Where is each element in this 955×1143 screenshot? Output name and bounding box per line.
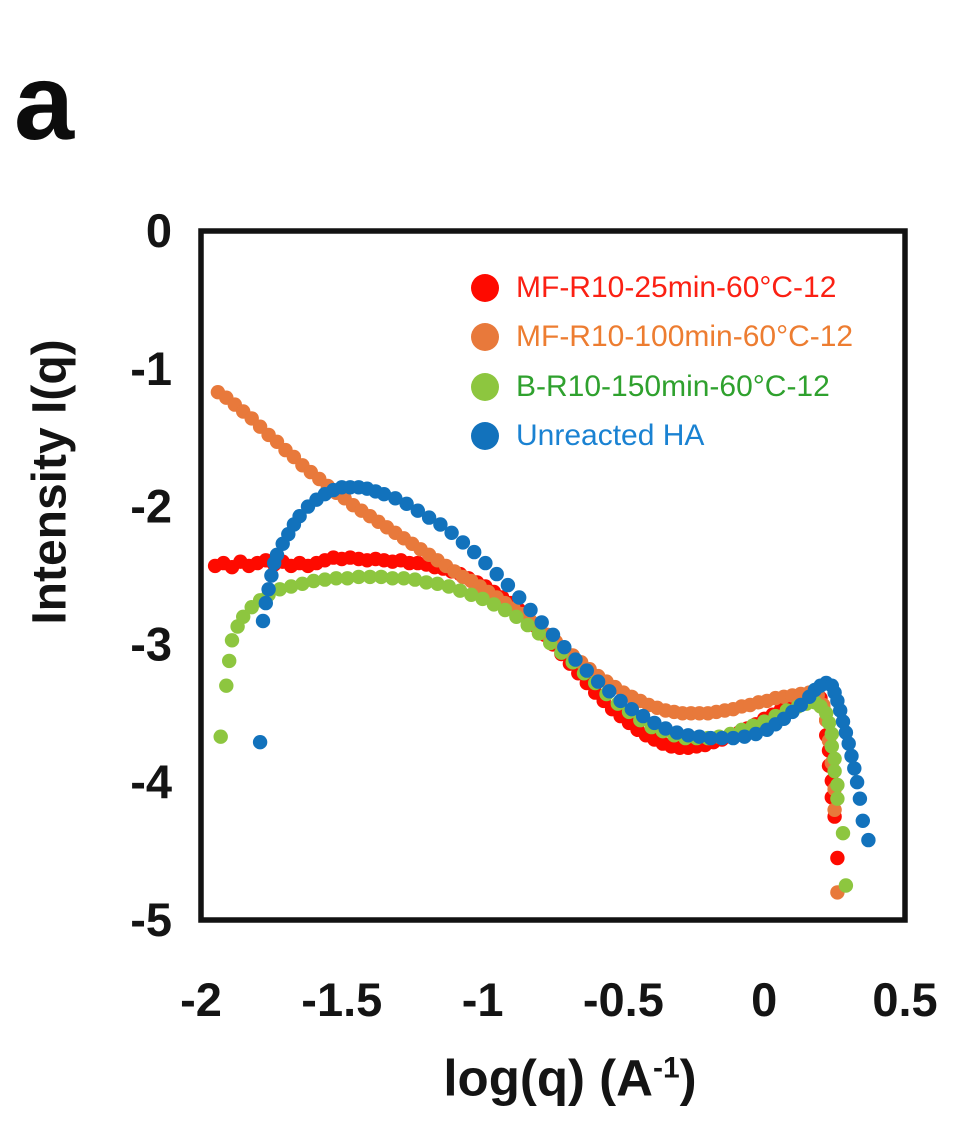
x-tick-label: 0.5 <box>872 973 937 1026</box>
series-points-2 <box>210 385 845 900</box>
y-tick-label: -1 <box>130 342 172 395</box>
panel-label: a <box>14 41 75 162</box>
legend-item: B-R10-150min-60°C-12 <box>471 362 853 412</box>
y-tick-label: -5 <box>130 893 172 946</box>
legend-item: MF-R10-100min-60°C-12 <box>471 313 853 363</box>
legend-marker <box>471 273 499 302</box>
legend-marker <box>471 422 499 451</box>
x-tick-label: -1 <box>462 973 504 1026</box>
legend-label: MF-R10-25min-60°C-12 <box>516 270 837 304</box>
series-points-4 <box>252 480 876 848</box>
x-axis-tick-labels: -2 -1.5 -1 -0.5 0 0.5 <box>180 973 938 1026</box>
x-axis-title-text: log(q) (A <box>443 1049 653 1107</box>
x-tick-label: 0 <box>751 973 777 1026</box>
legend-label: MF-R10-100min-60°C-12 <box>516 320 854 354</box>
legend-item: MF-R10-25min-60°C-12 <box>471 263 853 313</box>
legend: MF-R10-25min-60°C-12 MF-R10-100min-60°C-1… <box>471 263 853 461</box>
legend-label: B-R10-150min-60°C-12 <box>516 369 830 403</box>
y-axis-tick-labels: 0 -1 -2 -3 -4 -5 <box>130 204 172 946</box>
legend-label: Unreacted HA <box>516 419 705 453</box>
x-axis-title-superscript: -1 <box>652 1051 680 1085</box>
x-tick-label: -2 <box>180 973 222 1026</box>
y-tick-label: -3 <box>130 617 172 670</box>
x-tick-label: -0.5 <box>583 973 664 1026</box>
y-tick-label: 0 <box>146 204 172 257</box>
x-axis-title-close: ) <box>679 1049 697 1107</box>
x-tick-label: -1.5 <box>301 973 382 1026</box>
plot-frame <box>198 228 908 923</box>
legend-item: Unreacted HA <box>471 412 853 462</box>
legend-marker <box>471 372 499 401</box>
y-tick-label: -4 <box>130 755 172 808</box>
x-axis-title: log(q) (A-1) <box>443 1049 696 1108</box>
legend-marker <box>471 323 499 352</box>
y-tick-label: -2 <box>130 480 172 533</box>
